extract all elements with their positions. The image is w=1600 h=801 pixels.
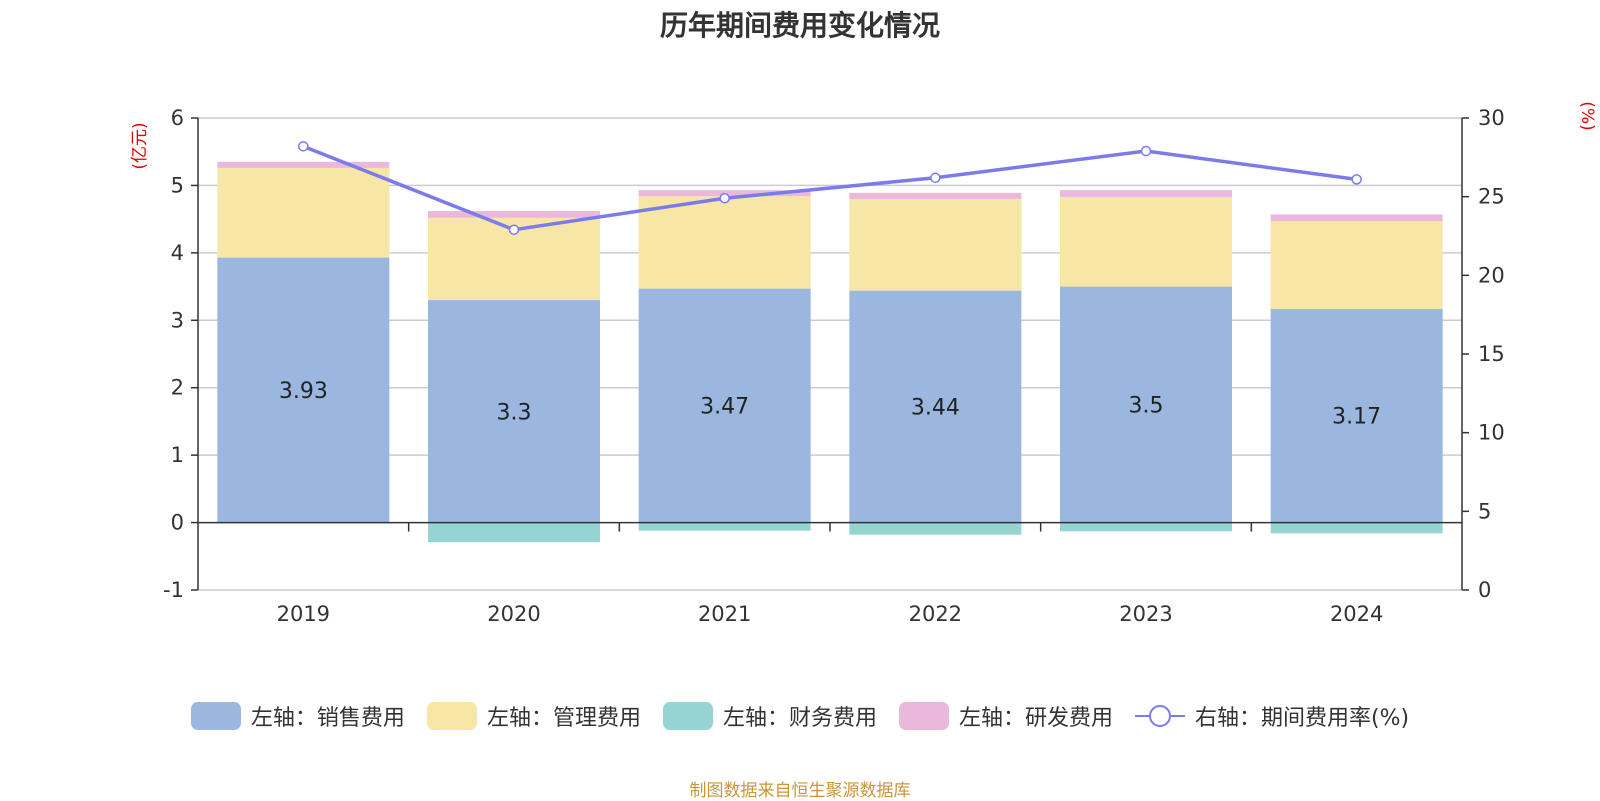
right-tick-label: 5	[1478, 499, 1491, 523]
x-tick-label: 2019	[277, 602, 330, 626]
bar-value-label: 3.93	[279, 379, 328, 404]
legend-swatch	[426, 702, 477, 730]
rate-line	[298, 141, 1362, 235]
legend-label: 右轴：期间费用率(%)	[1194, 706, 1410, 731]
right-tick-label: 0	[1478, 578, 1491, 602]
bar-management-2019	[217, 167, 390, 258]
grid-lines	[198, 117, 1462, 591]
legend-item[interactable]: 左轴：销售费用	[190, 700, 405, 732]
rate-point-2020	[508, 224, 520, 235]
right-tick-label: 15	[1478, 342, 1505, 366]
x-tick-label: 2023	[1119, 602, 1172, 626]
bar-management-2023	[1060, 196, 1232, 287]
left-tick-label: -1	[163, 578, 184, 602]
left-axis-unit: (亿元)	[130, 122, 150, 169]
left-tick-label: 1	[171, 443, 184, 467]
legend-label: 左轴：财务费用	[722, 706, 877, 731]
bar-rd-2019	[217, 161, 390, 168]
rate-point-2023	[1140, 145, 1152, 157]
rate-point-2022	[930, 172, 941, 184]
bar-value-label: 3.47	[700, 395, 749, 420]
source-note: 制图数据来自恒生聚源数据库	[689, 781, 911, 801]
rate-point-2021	[719, 192, 730, 204]
left-tick-label: 0	[171, 511, 184, 535]
x-tick-label: 2021	[698, 602, 751, 626]
legend-swatch	[662, 702, 713, 730]
left-tick-label: 4	[171, 241, 184, 265]
left-tick-label: 2	[171, 376, 184, 400]
x-tick-label: 2020	[487, 602, 540, 626]
x-tick-label: 2024	[1330, 602, 1383, 626]
bar-sales-2024	[1270, 308, 1443, 523]
left-tick-label: 5	[171, 173, 184, 197]
bar-rd-2023	[1060, 190, 1232, 197]
legend-item[interactable]: 左轴：财务费用	[662, 700, 877, 732]
bar-management-2021	[638, 196, 811, 289]
right-tick-label: 10	[1478, 421, 1505, 445]
left-tick-label: 6	[171, 106, 184, 130]
x-tick-label: 2022	[909, 602, 962, 626]
bar-finance-2020	[428, 522, 600, 543]
bar-rd-2024	[1270, 214, 1443, 222]
bar-sales-2021	[638, 288, 811, 523]
bar-sales-2019	[217, 257, 390, 523]
bar-finance-2023	[1060, 522, 1232, 532]
right-axis-unit: (%)	[1577, 101, 1597, 130]
bar-value-label: 3.44	[911, 396, 960, 421]
bar-finance-2022	[849, 522, 1022, 535]
bar-sales-2022	[849, 290, 1022, 523]
bar-value-label: 3.17	[1332, 405, 1381, 430]
legend-label: 左轴：销售费用	[250, 706, 405, 731]
legend-label: 左轴：研发费用	[958, 706, 1113, 731]
legend-swatch	[898, 702, 949, 730]
right-tick-label: 25	[1478, 185, 1505, 209]
legend-label: 左轴：管理费用	[486, 706, 641, 731]
bar-sales-2020	[428, 300, 600, 523]
right-tick-label: 30	[1478, 106, 1505, 130]
bar-rd-2020	[428, 211, 600, 218]
rate-series-line	[302, 144, 1357, 232]
bars	[217, 161, 1443, 543]
legend-item[interactable]: 左轴：管理费用	[426, 700, 641, 732]
rate-point-2019	[298, 141, 309, 152]
bar-management-2024	[1270, 221, 1443, 309]
legend-item[interactable]: 右轴：期间费用率(%)	[1134, 700, 1410, 732]
bar-finance-2021	[638, 522, 811, 531]
bar-value-label: 3.5	[1129, 394, 1164, 419]
data-labels: 3.93 3.3 3.47 3.44 3.5 3.17	[279, 379, 1381, 430]
left-tick-label: 3	[171, 308, 184, 332]
rate-point-2024	[1351, 174, 1362, 185]
bar-rd-2022	[849, 192, 1022, 199]
legend-line-swatch	[1134, 705, 1185, 727]
legend-swatch	[190, 702, 241, 730]
right-tick-label: 20	[1478, 263, 1505, 287]
legend-item[interactable]: 左轴：研发费用	[898, 700, 1113, 732]
legend: 左轴：销售费用 左轴：管理费用 左轴：财务费用 左轴：研发费用 右轴：期间费用率(%)	[0, 700, 1600, 732]
bar-value-label: 3.3	[497, 400, 532, 425]
bar-management-2022	[849, 198, 1022, 291]
chart-title: 历年期间费用变化情况	[659, 9, 940, 42]
bar-sales-2023	[1060, 286, 1232, 523]
bar-finance-2024	[1270, 522, 1443, 534]
